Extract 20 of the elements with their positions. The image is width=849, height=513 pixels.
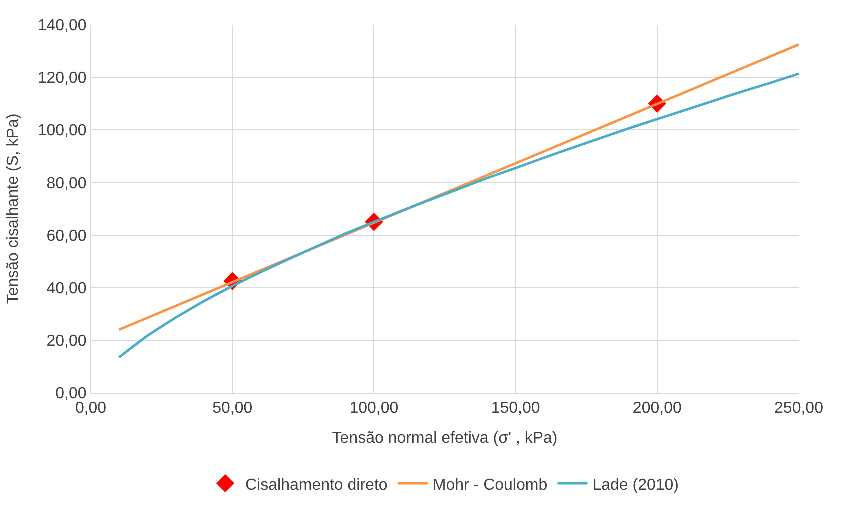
x-tick-label: 150,00 xyxy=(491,400,540,418)
x-tick-label: 0,00 xyxy=(75,400,107,418)
legend-label: Cisalhamento direto xyxy=(246,476,388,494)
x-tick-label: 200,00 xyxy=(632,400,682,418)
x-tick-label: 100,00 xyxy=(350,400,399,418)
x-tick-label: 250,00 xyxy=(774,400,824,418)
y-tick-label: 20,00 xyxy=(46,333,87,350)
y-tick-label: 140,00 xyxy=(38,18,87,35)
y-axis-title: Tensão cisalhante (S, kPa) xyxy=(4,114,22,304)
x-tick-label: 50,00 xyxy=(212,400,253,418)
legend-label: Lade (2010) xyxy=(592,476,679,494)
y-tick-label: 80,00 xyxy=(46,175,87,192)
y-tick-label: 100,00 xyxy=(38,122,87,140)
y-tick-label: 120,00 xyxy=(38,70,87,88)
line-series xyxy=(118,72,799,359)
y-tick-label: 40,00 xyxy=(46,280,87,298)
y-tick-label: 60,00 xyxy=(46,228,87,245)
legend-label: Mohr - Coulomb xyxy=(432,476,548,494)
y-tick-label: 0,00 xyxy=(56,386,87,403)
x-axis-title: Tensão normal efetiva (σ' , kPa) xyxy=(332,430,558,447)
